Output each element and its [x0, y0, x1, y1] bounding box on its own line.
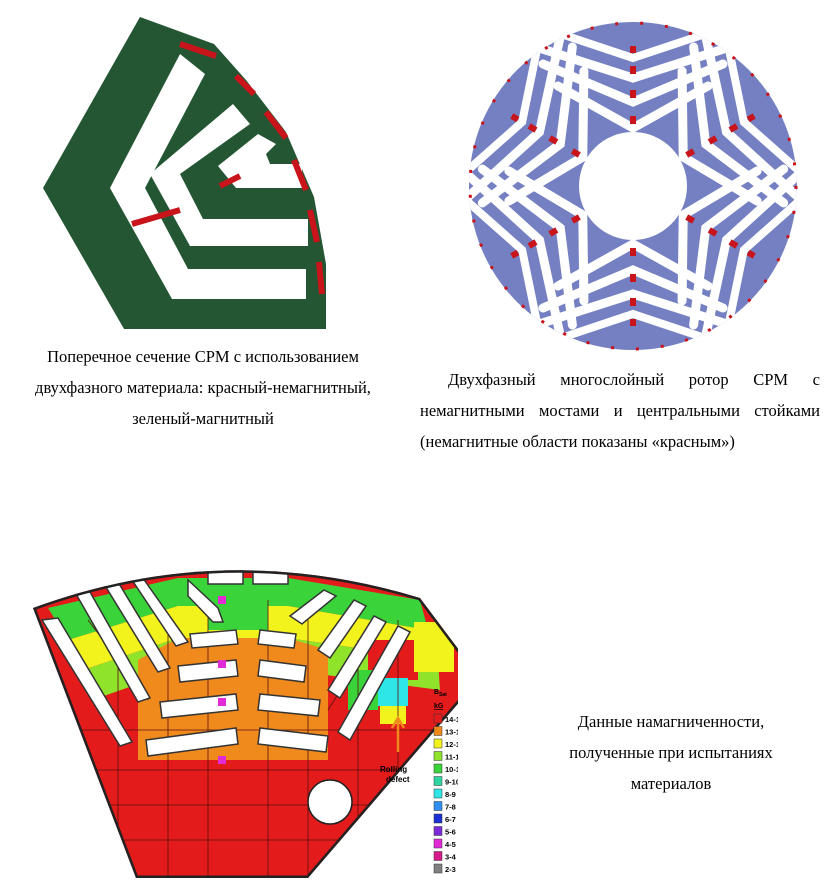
legend-label: 8-9 — [445, 790, 456, 799]
legend-swatch — [433, 838, 443, 849]
rim-bridges — [468, 21, 798, 351]
legend-label: 11-12 — [445, 753, 458, 762]
legend-swatch — [433, 726, 443, 736]
defect-arrow — [390, 715, 406, 752]
legend-swatch — [433, 788, 443, 799]
legend-swatch — [433, 776, 443, 786]
legend-swatch — [433, 813, 443, 824]
legend-swatch — [433, 738, 443, 749]
legend-label: 3-4 — [445, 853, 457, 862]
multilayer-rotor-figure — [468, 21, 798, 351]
caption-left: Поперечное сечение СРМ с использованием … — [35, 347, 371, 428]
legend-swatch — [433, 801, 443, 811]
legend-label: 13-14 — [445, 728, 458, 737]
legend-label: 14-15 — [445, 715, 458, 724]
barrier-middle — [150, 104, 308, 246]
magnetization-map-figure: Rolling defect BSat kG 14-15 13-14 12-13 11… — [33, 570, 458, 879]
sample-hole — [307, 779, 353, 825]
two-phase-section-figure — [43, 17, 326, 329]
legend: BSat kG 14-15 13-14 12-13 11-12 10-11 9-10 8-9… — [433, 689, 458, 874]
legend-label: 2-3 — [445, 865, 456, 874]
rim-bridge — [179, 41, 325, 295]
legend-unit: kG — [434, 703, 444, 710]
caption-right: Двухфазный многослойный ротор СРМ с нема… — [420, 370, 820, 451]
shaft-hole — [579, 132, 687, 240]
legend-swatch — [433, 826, 443, 836]
legend-label: 4-5 — [445, 840, 456, 849]
barrier-outer — [110, 54, 306, 299]
defect-label-line2: defect — [386, 775, 410, 784]
legend-swatch — [433, 751, 443, 761]
magnetization-grid — [33, 570, 458, 879]
magnetic-region — [43, 17, 326, 329]
legend-label: 9-10 — [445, 778, 458, 787]
legend-label: 6-7 — [445, 815, 456, 824]
legend-swatch — [433, 713, 443, 724]
legend-label: 7-8 — [445, 803, 456, 812]
legend-label: 12-13 — [445, 740, 458, 749]
legend-swatch — [433, 863, 443, 874]
defect-label-line1: Rolling — [380, 765, 407, 774]
legend-swatch — [433, 763, 443, 774]
legend-swatch — [433, 851, 443, 861]
legend-label: 10-11 — [445, 765, 458, 774]
legend-title: BSat — [434, 689, 447, 698]
caption-bottom: Данные намагниченности, полученные при и… — [569, 712, 773, 793]
legend-label: 5-6 — [445, 828, 456, 837]
center-post — [131, 173, 242, 227]
